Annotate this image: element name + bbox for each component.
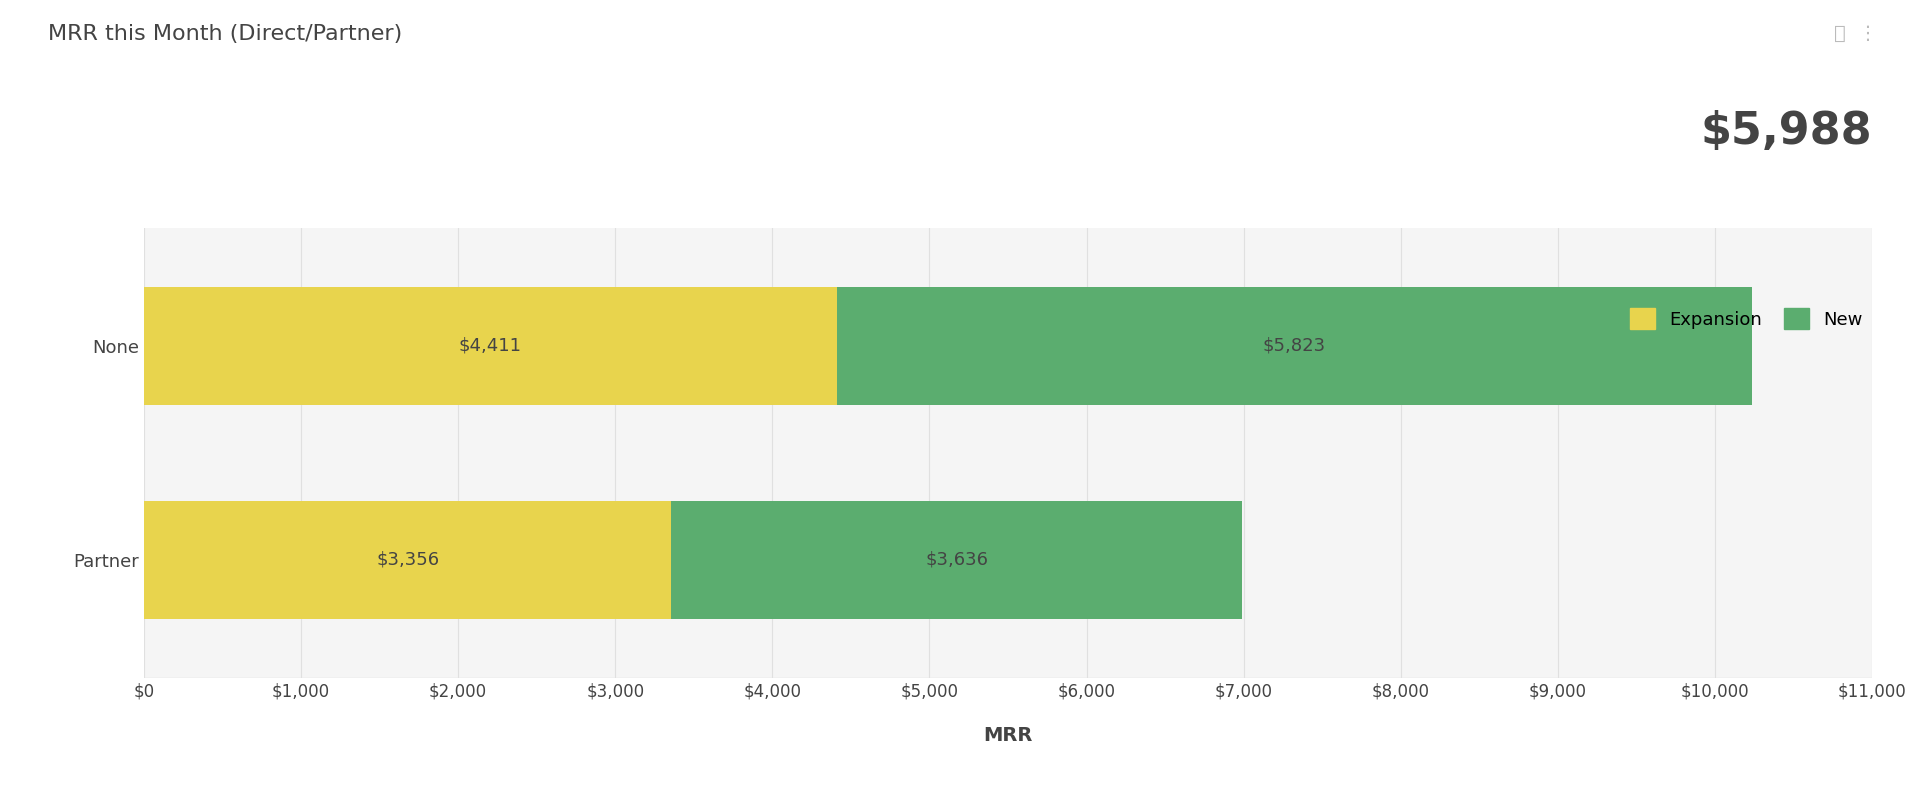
Text: $5,988: $5,988: [1701, 110, 1872, 154]
Text: $3,636: $3,636: [925, 551, 989, 569]
Bar: [837, 287, 1751, 405]
Bar: [144, 501, 672, 619]
Text: MRR this Month (Direct/Partner): MRR this Month (Direct/Partner): [48, 24, 403, 43]
X-axis label: MRR: MRR: [983, 726, 1033, 745]
Legend: Expansion, New: Expansion, New: [1630, 308, 1862, 329]
Bar: [144, 287, 837, 405]
Text: $5,823: $5,823: [1263, 336, 1327, 355]
Text: 💬  ⋮: 💬 ⋮: [1834, 24, 1878, 43]
Bar: [672, 501, 1242, 619]
Text: $3,356: $3,356: [376, 551, 440, 569]
Text: $4,411: $4,411: [459, 336, 522, 355]
